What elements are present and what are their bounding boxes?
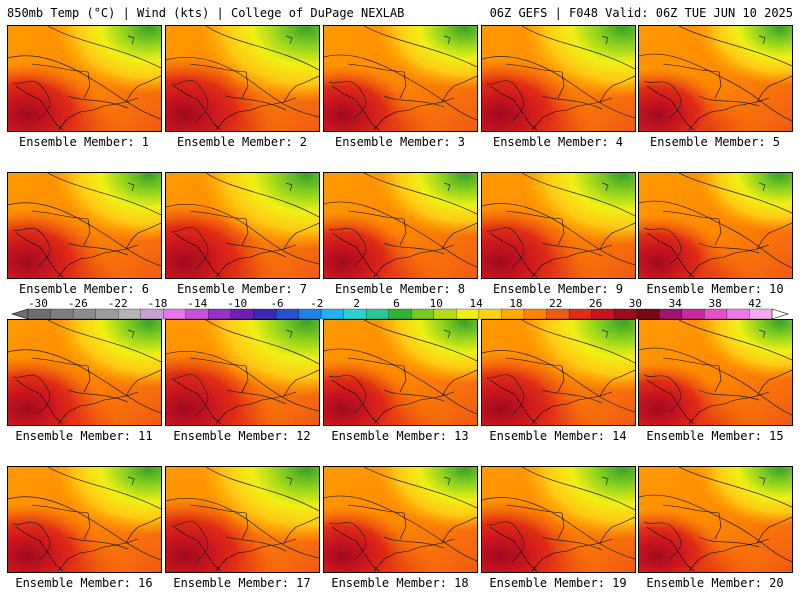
colorbar-swatch bbox=[523, 308, 548, 320]
ensemble-member-label: Ensemble Member: 20 bbox=[646, 576, 784, 590]
colorbar-tick-label: -6 bbox=[270, 298, 283, 310]
colorbar-swatch bbox=[433, 308, 458, 320]
colorbar-swatch bbox=[72, 308, 97, 320]
colorbar-swatch bbox=[659, 308, 683, 320]
colorbar-swatch bbox=[95, 308, 119, 320]
colorbar-tick-label: 2 bbox=[353, 298, 360, 310]
colorbar-tick-label: -14 bbox=[187, 298, 207, 310]
colorbar-tick-label: 10 bbox=[430, 298, 443, 310]
colorbar-swatch bbox=[230, 308, 255, 320]
ensemble-member-label: Ensemble Member: 19 bbox=[489, 576, 627, 590]
ensemble-member-map bbox=[7, 25, 162, 132]
colorbar-swatch bbox=[591, 308, 615, 320]
colorbar-tick-label: 26 bbox=[589, 298, 602, 310]
colorbar-swatch bbox=[253, 308, 277, 320]
ensemble-member-label: Ensemble Member: 8 bbox=[334, 282, 466, 296]
colorbar-swatch bbox=[366, 308, 390, 320]
ensemble-member-map bbox=[323, 25, 478, 132]
ensemble-member-label: Ensemble Member: 18 bbox=[331, 576, 469, 590]
colorbar-swatch bbox=[478, 308, 503, 320]
colorbar-swatch bbox=[681, 308, 706, 320]
colorbar-swatch bbox=[704, 308, 728, 320]
colorbar-swatch bbox=[546, 308, 570, 320]
ensemble-member-map bbox=[638, 319, 793, 426]
ensemble-member-map bbox=[165, 319, 320, 426]
colorbar-swatch bbox=[501, 308, 525, 320]
colorbar-left-arrow bbox=[10, 308, 29, 320]
ensemble-member-label: Ensemble Member: 3 bbox=[334, 135, 466, 149]
colorbar-tick-label: 34 bbox=[669, 298, 683, 310]
colorbar-tick-label: -10 bbox=[227, 298, 247, 310]
ensemble-member-map bbox=[323, 466, 478, 573]
ensemble-member-map bbox=[7, 172, 162, 279]
colorbar-swatch bbox=[343, 308, 367, 320]
ensemble-member-label: Ensemble Member: 5 bbox=[649, 135, 781, 149]
ensemble-member-map bbox=[638, 172, 793, 279]
ensemble-member-map bbox=[323, 172, 478, 279]
colorbar-swatch bbox=[749, 308, 773, 320]
ensemble-member-map bbox=[165, 25, 320, 132]
colorbar-swatch bbox=[320, 308, 345, 320]
ensemble-member-map bbox=[481, 319, 636, 426]
colorbar-swatch bbox=[411, 308, 435, 320]
ensemble-member-label: Ensemble Member: 14 bbox=[489, 429, 627, 443]
ensemble-member-label: Ensemble Member: 1 bbox=[18, 135, 150, 149]
colorbar-tick-label: 22 bbox=[549, 298, 562, 310]
header-right-title: 06Z GEFS | F048 Valid: 06Z TUE JUN 10 20… bbox=[489, 6, 793, 20]
colorbar-swatch bbox=[163, 308, 187, 320]
ensemble-member-label: Ensemble Member: 15 bbox=[646, 429, 784, 443]
colorbar-tick-label: 18 bbox=[509, 298, 522, 310]
ensemble-member-map bbox=[638, 25, 793, 132]
ensemble-member-label: Ensemble Member: 6 bbox=[18, 282, 150, 296]
colorbar-tick-label: -26 bbox=[68, 298, 88, 310]
ensemble-member-label: Ensemble Member: 2 bbox=[176, 135, 308, 149]
colorbar-swatch bbox=[726, 308, 751, 320]
ensemble-member-map bbox=[638, 466, 793, 573]
colorbar-swatch bbox=[50, 308, 74, 320]
colorbar-swatch bbox=[27, 308, 52, 320]
ensemble-member-map bbox=[481, 25, 636, 132]
colorbar-swatch bbox=[140, 308, 164, 320]
colorbar-tick-label: 42 bbox=[748, 298, 761, 310]
ensemble-member-map bbox=[7, 319, 162, 426]
temperature-colorbar: -30 -26 -22 -18 -14 -10 -6 -2 2 6 10 14 18 22 26 30 34 38… bbox=[10, 298, 790, 320]
colorbar-swatch bbox=[636, 308, 660, 320]
ensemble-member-map bbox=[165, 172, 320, 279]
ensemble-member-label: Ensemble Member: 12 bbox=[173, 429, 311, 443]
colorbar-swatch bbox=[185, 308, 210, 320]
ensemble-member-map bbox=[7, 466, 162, 573]
colorbar-swatch bbox=[456, 308, 480, 320]
ensemble-member-map bbox=[323, 319, 478, 426]
colorbar-tick-label: -18 bbox=[148, 298, 168, 310]
colorbar-swatch bbox=[118, 308, 142, 320]
colorbar-swatch bbox=[275, 308, 300, 320]
ensemble-member-label: Ensemble Member: 9 bbox=[492, 282, 624, 296]
ensemble-member-label: Ensemble Member: 10 bbox=[646, 282, 784, 296]
ensemble-member-label: Ensemble Member: 11 bbox=[15, 429, 153, 443]
ensemble-member-label: Ensemble Member: 4 bbox=[492, 135, 624, 149]
colorbar-swatch bbox=[568, 308, 593, 320]
colorbar-tick-label: -22 bbox=[108, 298, 128, 310]
colorbar-swatch bbox=[208, 308, 232, 320]
colorbar-tick-label: 38 bbox=[708, 298, 721, 310]
colorbar-tick-label: 30 bbox=[629, 298, 642, 310]
ensemble-member-label: Ensemble Member: 16 bbox=[15, 576, 153, 590]
colorbar-tick-label: 6 bbox=[393, 298, 400, 310]
colorbar-swatch bbox=[614, 308, 638, 320]
colorbar-tick-label: -30 bbox=[28, 298, 48, 310]
colorbar-swatch bbox=[298, 308, 322, 320]
colorbar-right-arrow bbox=[771, 308, 790, 320]
colorbar-tick-label: 14 bbox=[469, 298, 483, 310]
header-left-title: 850mb Temp (°C) | Wind (kts) | College o… bbox=[7, 6, 405, 20]
ensemble-member-label: Ensemble Member: 13 bbox=[331, 429, 469, 443]
colorbar-swatch bbox=[388, 308, 412, 320]
ensemble-member-label: Ensemble Member: 7 bbox=[176, 282, 308, 296]
ensemble-member-map bbox=[165, 466, 320, 573]
ensemble-member-map bbox=[481, 466, 636, 573]
ensemble-member-map bbox=[481, 172, 636, 279]
colorbar-tick-label: -2 bbox=[310, 298, 323, 310]
ensemble-member-label: Ensemble Member: 17 bbox=[173, 576, 311, 590]
